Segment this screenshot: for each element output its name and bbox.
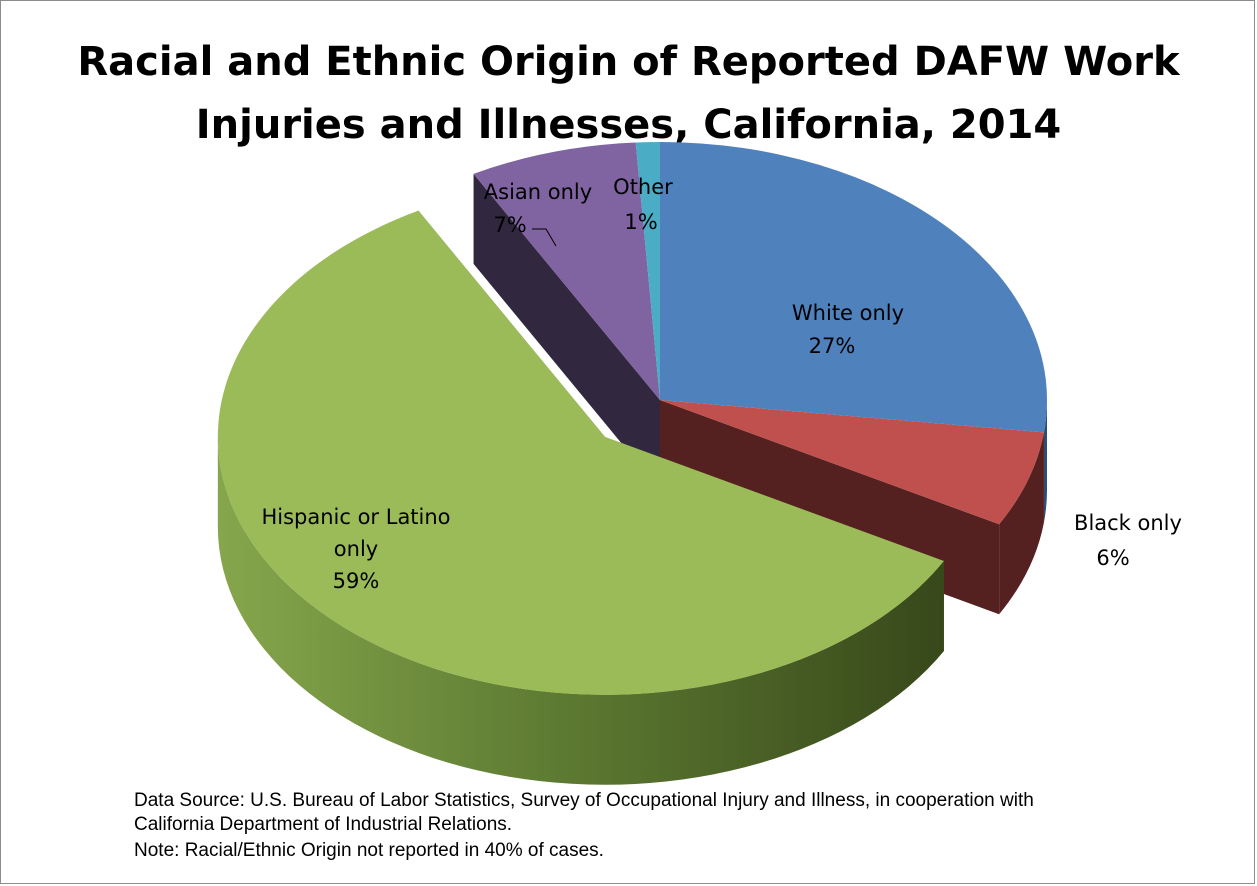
white-only-slice xyxy=(660,142,1047,433)
hispanic-slice-label-line-2: only xyxy=(334,537,378,561)
black-slice-label: Black only xyxy=(1074,511,1182,535)
black-slice-value: 6% xyxy=(1096,546,1129,570)
footnote: Note: Racial/Ethnic Origin not reported … xyxy=(134,840,604,861)
asian-slice-value: 7% xyxy=(493,213,526,237)
hispanic-or-latino-only-slice xyxy=(217,210,944,695)
pie-top-faces xyxy=(217,142,1047,695)
data-source-line-1: Data Source: U.S. Bureau of Labor Statis… xyxy=(134,790,1034,811)
asian-leader-line xyxy=(532,228,557,247)
black-only-outer-wall xyxy=(999,432,1044,615)
white-slice-value: 27% xyxy=(809,334,856,358)
chart-title-line-1: Racial and Ethnic Origin of Reported DAF… xyxy=(77,39,1180,85)
asian-slice-label: Asian only xyxy=(484,180,592,204)
hispanic-or-latino-only-outer-wall xyxy=(217,436,944,785)
pie-slices xyxy=(217,142,1047,785)
black-only-slice xyxy=(660,400,1044,525)
other-slice-label: Other xyxy=(613,175,673,199)
hispanic-slice-value: 59% xyxy=(333,569,380,593)
white-only-outer-wall xyxy=(1043,400,1047,523)
other-slice-value: 1% xyxy=(624,210,657,234)
asian-only-cut-face-start xyxy=(473,173,660,490)
asian-only-slice xyxy=(473,142,660,401)
white-slice-label: White only xyxy=(792,301,904,325)
chart-title-line-2: Injuries and Illnesses, California, 2014 xyxy=(195,102,1062,148)
other-slice xyxy=(635,142,660,400)
data-source-line-2: California Department of Industrial Rela… xyxy=(134,814,513,835)
hispanic-slice-label-line-1: Hispanic or Latino xyxy=(261,505,450,529)
